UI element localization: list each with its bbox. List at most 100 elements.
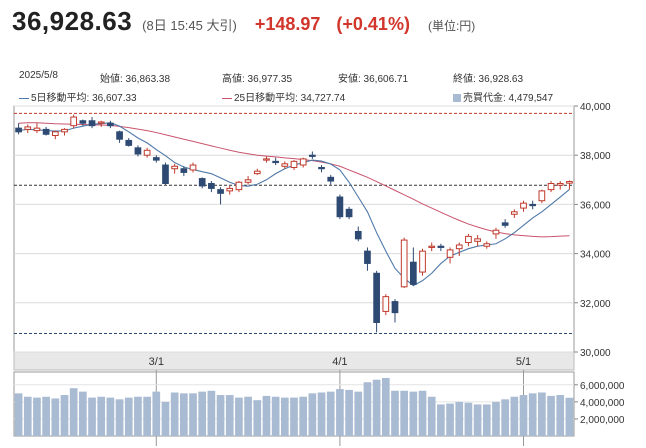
volume-bar <box>299 396 308 436</box>
candle-down <box>354 226 362 242</box>
candle-down <box>180 166 188 177</box>
candle-body <box>391 301 399 314</box>
volume-bar <box>106 397 115 436</box>
volume-bar <box>473 404 482 436</box>
candle-body <box>24 126 32 130</box>
volume-bar <box>280 397 289 436</box>
candle-body <box>116 131 123 140</box>
candle-body <box>354 230 362 240</box>
volume-bar <box>161 401 170 436</box>
candle-down <box>15 123 22 135</box>
volume-bar <box>446 403 454 436</box>
volume-bar <box>427 396 436 436</box>
ma25-line-icon <box>222 97 232 99</box>
volume-bar <box>326 391 335 436</box>
candle-down <box>345 206 353 220</box>
candle-up <box>419 248 426 276</box>
candle-body <box>33 127 41 132</box>
candle-up <box>281 161 289 169</box>
candle-down <box>529 200 537 210</box>
legend-ma25: 25日移動平均: 34,727.74 <box>222 89 345 104</box>
candle-body <box>428 245 436 248</box>
candle-up <box>547 181 555 193</box>
candle-up <box>455 242 463 257</box>
candle-down <box>162 162 169 185</box>
candle-body <box>79 120 87 124</box>
candle-down <box>198 177 206 189</box>
volume-bar <box>538 392 546 436</box>
candle-body <box>529 203 537 207</box>
candle-up <box>446 247 454 264</box>
volume-bar <box>88 397 96 436</box>
volume-bar <box>79 391 87 436</box>
volume-bar <box>547 395 555 436</box>
candle-body <box>217 189 224 194</box>
price-tick-label: 30,000 <box>580 348 611 359</box>
volume-bar <box>317 392 326 436</box>
candle-body <box>538 190 546 202</box>
candle-body <box>318 167 325 170</box>
candle-down <box>336 194 344 220</box>
volume-bar <box>482 404 491 436</box>
candle-body <box>272 160 279 164</box>
candle-body <box>134 147 142 155</box>
volume-bar <box>244 396 252 436</box>
volume-bar <box>69 388 78 436</box>
volume-bar <box>354 391 363 436</box>
volume-bar <box>400 390 409 436</box>
candle-down <box>391 299 399 323</box>
volume-bar <box>216 395 225 436</box>
candle-body <box>566 181 573 184</box>
volume-bar <box>134 396 142 436</box>
candle-body <box>547 182 555 191</box>
candle-up <box>520 200 527 212</box>
volume-bar <box>565 397 574 436</box>
candle-up <box>24 124 32 134</box>
candle-body <box>88 120 96 127</box>
candle-down <box>88 117 96 129</box>
candle-up <box>263 156 270 163</box>
volume-bar <box>501 399 509 436</box>
info-low: 安値: 36,606.71 <box>338 74 409 85</box>
volume-square-icon <box>453 94 461 103</box>
candle-up <box>382 294 390 316</box>
candle-body <box>520 202 527 209</box>
price-tick-label: 40,000 <box>580 102 611 113</box>
quote-header: 36,928.63 (8日 15:45 大引) +148.97 (+0.41%)… <box>12 6 475 42</box>
candle-body <box>400 239 408 288</box>
candle-body <box>244 179 252 183</box>
price-tick-label: 38,000 <box>580 151 611 162</box>
legend-volume-label: 売買代金: 4,479,547 <box>463 93 554 104</box>
legend-ma5: 5日移動平均: 36,607.33 <box>19 89 137 104</box>
candle-up <box>244 176 252 185</box>
volume-tick-label: 6,000,000 <box>580 381 625 392</box>
unit-label: (単位:円) <box>427 19 476 33</box>
volume-bar <box>97 396 106 436</box>
candle-body <box>143 149 151 156</box>
volume-bar <box>33 397 41 436</box>
volume-bar <box>235 397 243 436</box>
volume-bar <box>510 396 519 436</box>
volume-bar <box>290 397 298 436</box>
candle-down <box>208 181 215 193</box>
info-close: 終値: 36,928.63 <box>453 74 524 85</box>
candle-body <box>70 116 78 127</box>
candle-down <box>134 145 142 157</box>
candle-body <box>180 168 188 173</box>
volume-bar <box>115 399 124 436</box>
volume-tick-label: 4,000,000 <box>580 398 625 409</box>
candle-up <box>474 235 481 247</box>
candle-down <box>364 247 371 271</box>
volume-bar <box>271 396 280 436</box>
candle-body <box>281 163 289 167</box>
volume-bar <box>189 393 197 436</box>
volume-bar <box>207 390 216 436</box>
candle-body <box>107 122 114 127</box>
candle-body <box>345 208 353 218</box>
candle-body <box>437 245 445 248</box>
candle-body <box>409 261 417 285</box>
price-tick-label: 36,000 <box>580 200 611 211</box>
candle-body <box>483 243 491 247</box>
candle-up <box>97 120 105 127</box>
candle-down <box>217 187 224 205</box>
